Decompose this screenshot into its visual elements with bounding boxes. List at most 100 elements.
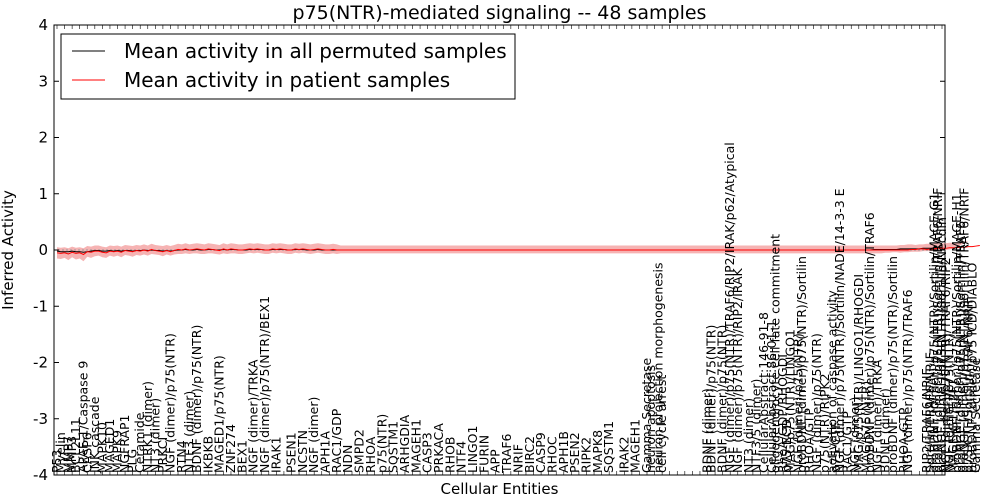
x-tick-label: Gamma Secretase bbox=[639, 358, 654, 473]
x-tick-label: NGF (dimer)/p75(NTR) bbox=[809, 333, 824, 473]
x-tick-label: MAPK10 bbox=[94, 422, 109, 473]
x-tick-label: proBDNF (dimer)/p75(NTR)/Sortilin/MAGE-G… bbox=[926, 193, 941, 474]
x-tick-label: oligodendrocyte cell fate commitment bbox=[768, 234, 783, 473]
x-tick-label: activation of caspase activity bbox=[824, 290, 839, 473]
x-tick-label: CellularAbstract:86-01-1 bbox=[764, 320, 779, 473]
band-layer bbox=[57, 241, 969, 262]
x-tick-label: NGF (dimer) bbox=[847, 397, 862, 473]
y-tick-label: 0 bbox=[38, 241, 48, 259]
x-tick-label: NGF (dimer)/p75(NTR) bbox=[790, 333, 805, 473]
x-tick-label: Ceramide bbox=[132, 412, 147, 473]
x-axis bbox=[56, 25, 943, 475]
y-tick-label: -2 bbox=[33, 354, 48, 372]
x-tick-label: neuron projection morphogenesis bbox=[650, 262, 665, 473]
x-tick-label: FURIN bbox=[476, 435, 491, 473]
y-axis-label: Inferred Activity bbox=[0, 190, 17, 310]
x-tick-label: RTN4 bbox=[174, 440, 189, 473]
x-tick-label: NGF (dimer) bbox=[306, 397, 321, 473]
x-tick-label: NGFRAP1 bbox=[117, 415, 132, 473]
x-tick-label: p75(NTR) bbox=[374, 414, 389, 473]
x-tick-label: SQSTM1 bbox=[386, 421, 401, 473]
x-tick-label: LINGO1 bbox=[465, 426, 480, 473]
x-tick-label: BIRC2 bbox=[522, 436, 537, 473]
x-tick-label: RHOA bbox=[363, 436, 378, 473]
legend-label-permuted: Mean activity in all permuted samples bbox=[124, 39, 507, 63]
x-tick-label: p75 CTF bbox=[828, 422, 843, 473]
x-tick-label: P53 bbox=[49, 450, 64, 473]
x-tick-label: NGF (dimer)/p75(NTR)/RIP2/IRAK bbox=[730, 267, 745, 473]
x-tick-label: IRAK1 bbox=[268, 436, 283, 473]
y-tick-label: -1 bbox=[33, 297, 48, 315]
x-tick-label: MAG/p75(NTR)/LINGO1 bbox=[783, 329, 798, 473]
legend-label-patient: Mean activity in patient samples bbox=[124, 68, 450, 92]
y-tick-label: 3 bbox=[38, 72, 48, 90]
x-tick-label: proNGF (dimer)/p75(NTR)/Sortilin/TRAF6/N… bbox=[930, 188, 945, 473]
x-tick-label: ZNF274 bbox=[223, 424, 238, 473]
x-tick-label: proBDNF (dimer)/p75(NTR)/Sortilin bbox=[794, 256, 809, 473]
x-tick-label: NTF3 (dimer) bbox=[181, 391, 196, 473]
x-tick-label: NGF (dimer)/p75(NTR)/TRAF6 bbox=[900, 289, 915, 473]
x-tick-label: TRAF6 bbox=[499, 433, 514, 474]
x-tick-label: NGF (dimer)/TRKA bbox=[246, 359, 261, 473]
x-tick-label: ARHGDIA bbox=[397, 414, 412, 473]
series-layer bbox=[54, 245, 980, 256]
x-tick-label: proBDNF (dimer)/p75(NTR)/Sortilin/MAGE-H… bbox=[949, 193, 964, 473]
x-tick-label: Gamma Secretase bbox=[968, 358, 983, 473]
x-tick-label: NGF (dimer)/p75(NTR) bbox=[942, 333, 957, 473]
x-tick-label: CellularAbstract:146-91-8 bbox=[756, 312, 771, 473]
x-tick-label: RHOC bbox=[544, 436, 559, 473]
x-tick-label: BCL2L11 bbox=[68, 418, 83, 473]
x-tick-label: RIP2/TRAF6/NRIF bbox=[919, 368, 934, 473]
x-tick-label: BDNF (dimer)/p75(NTR) bbox=[189, 325, 204, 473]
x-tick-label: NT3 (dimer) bbox=[147, 398, 162, 473]
x-tick-label: NGF (dimer)/p75(NTR)/Sortilin/NADE/14-3-… bbox=[832, 188, 847, 473]
series-line-patient bbox=[56, 245, 980, 256]
x-tick-label: MMP3 bbox=[64, 436, 79, 473]
legend: Mean activity in all permuted samples Me… bbox=[60, 33, 516, 100]
x-tick-label: BDNF (dimer)/p75(NTR) bbox=[715, 325, 730, 473]
x-tick-label: MAG/p75(NTR)/LINGO1/RHOGDI bbox=[851, 274, 866, 473]
x-tick-label: Myelin bbox=[53, 432, 68, 473]
x-tick-label: MAPK9 bbox=[110, 430, 125, 473]
x-tick-label: MAGEH1 bbox=[628, 419, 643, 473]
x-tick-label: MMP7 bbox=[60, 436, 75, 473]
x-tick-label: proNGF (dimer)/p75(NTR)/Sortilin/TRAF6/N… bbox=[957, 188, 972, 473]
x-tick-label: NDN bbox=[340, 445, 355, 473]
x-tick-label: NGF (dimer)/p75(NTR) bbox=[162, 333, 177, 473]
x-tick-label: BEX1 bbox=[234, 440, 249, 473]
y-tick-label: -4 bbox=[33, 466, 48, 484]
x-tick-label: IKBKB bbox=[200, 436, 215, 473]
y-tick-label: 1 bbox=[38, 185, 48, 203]
patient-spread-band bbox=[57, 241, 969, 262]
x-tick-label: RAC1/GDP bbox=[329, 408, 344, 473]
x-tick-label: MAGEH1 bbox=[408, 419, 423, 473]
x-tick-label: NGF (dimer)/p75(NTR)/TRAF6/RIP2/IRAK/p62… bbox=[722, 142, 737, 473]
x-tick-label: MAGED1 bbox=[102, 419, 117, 473]
x-tick-label: PLG bbox=[125, 449, 140, 473]
x-tick-label: APP bbox=[488, 449, 503, 473]
x-tick-label: CASP9 bbox=[533, 432, 548, 473]
x-tick-label: proBDNF (dimer)/p75(NTR)/Sortilin bbox=[885, 256, 900, 473]
x-tick-label: APH1B bbox=[556, 431, 571, 473]
x-tick-label: NCSTN bbox=[295, 430, 310, 473]
x-tick-label: RhoA/GDP/RHOGDI bbox=[775, 354, 790, 473]
legend-box bbox=[60, 33, 516, 100]
x-tick-label: MAPK8 bbox=[590, 430, 605, 473]
x-tick-label: NGF (dimer)/TRKA bbox=[870, 359, 885, 473]
x-tick-label: PSEN1 bbox=[283, 432, 298, 473]
chart-title: p75(NTR)-mediated signaling -- 48 sample… bbox=[293, 2, 707, 24]
x-tick-label: BDNF (dimer) bbox=[877, 388, 892, 473]
x-tick-label: Sortilin/TRAF6/NRIF bbox=[923, 352, 938, 473]
x-tick-label: RHOB bbox=[442, 437, 457, 474]
x-tick-label: NTRK1 (dimer) bbox=[140, 381, 155, 473]
x-tick-label: MAG/p75(NTR) bbox=[858, 381, 873, 473]
x-tick-label: SMPD2 bbox=[352, 429, 367, 473]
y-tick-label: -3 bbox=[33, 410, 48, 428]
x-tick-label: proNGF (dimer)/p75(NTR)/Sortilin/Necdin bbox=[934, 217, 949, 473]
x-tick-label: PSEN2 bbox=[567, 432, 582, 473]
x-tick-label: CASP6 bbox=[79, 432, 94, 473]
x-tick-label: NTF3/5 (dimer) bbox=[749, 379, 764, 473]
x-tick-label: JNK cascade bbox=[87, 396, 102, 474]
